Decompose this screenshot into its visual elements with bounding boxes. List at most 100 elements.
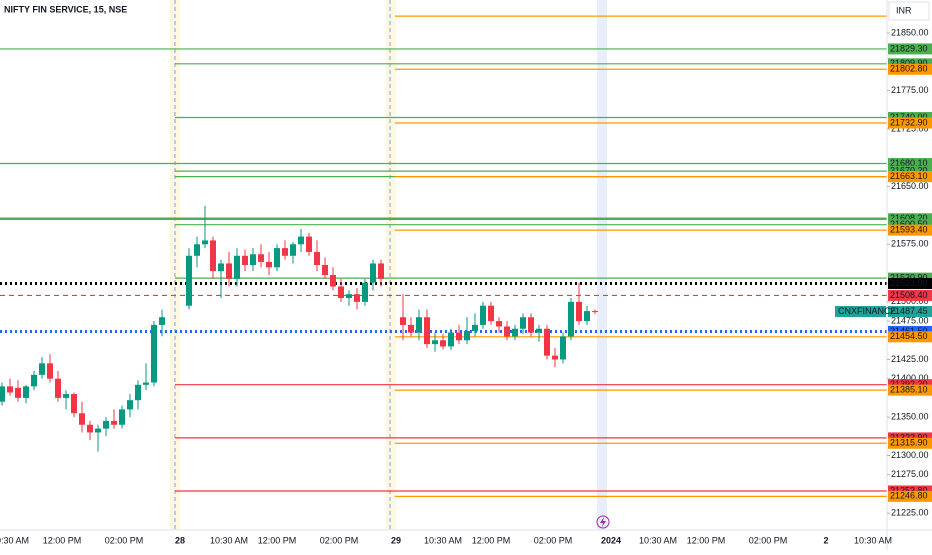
price-badge: [888, 158, 932, 170]
event-icon[interactable]: [596, 515, 610, 529]
candle-body: [584, 311, 590, 322]
candle-body: [496, 321, 502, 327]
candle-body: [536, 328, 542, 333]
y-tick-label: 21775.00: [891, 85, 929, 95]
price-badge-label: 21829.30: [890, 43, 928, 53]
candle-body: [250, 254, 256, 265]
price-badge-label: 21315.90: [890, 438, 928, 448]
x-tick-label: 02:00 PM: [105, 535, 144, 545]
price-badge: [888, 278, 932, 290]
x-tick-label: 10:30 AM: [0, 535, 29, 545]
candle-body: [282, 248, 288, 256]
candle-body: [488, 305, 494, 322]
candle-body: [338, 286, 344, 299]
session-band: [386, 0, 396, 530]
price-badge-label: 21461.50: [890, 326, 928, 336]
x-tick-label: 2024: [601, 535, 621, 545]
price-badge-label: 21392.20: [890, 379, 928, 389]
candle-body: [322, 265, 328, 275]
candle-body: [568, 301, 574, 337]
candle-body: [448, 332, 454, 347]
price-badge: [888, 171, 932, 183]
y-tick-label: 21225.00: [891, 507, 929, 517]
price-badge: [888, 306, 932, 318]
price-badge-label: 21680.10: [890, 158, 928, 168]
candle-body: [528, 317, 534, 333]
y-tick-label: 21850.00: [891, 27, 929, 37]
price-badge: [888, 490, 932, 502]
candles: [0, 205, 598, 452]
candle-body: [306, 236, 312, 252]
y-tick-label: 21475.00: [891, 315, 929, 325]
price-badge-label: 21530.90: [890, 273, 928, 283]
price-badge: [888, 117, 932, 129]
currency: INR: [896, 5, 912, 15]
candle-body: [576, 301, 582, 322]
candle-body: [314, 251, 320, 265]
price-badge-label: 21802.80: [890, 64, 928, 74]
x-axis: 10:30 AM 12:00 PM 02:00 PM 28 10:30 AM 12:00 …: [0, 535, 892, 545]
x-tick-label: 10:30 AM: [424, 535, 462, 545]
price-badge: [888, 289, 932, 301]
candle-body: [31, 374, 37, 387]
x-tick-label: 02:00 PM: [534, 535, 573, 545]
price-badge-label: 21454.50: [890, 331, 928, 341]
candle-body: [218, 263, 224, 272]
candle-body: [15, 387, 21, 398]
price-badge: [888, 224, 932, 236]
candle-body: [202, 240, 208, 245]
x-tick-label: 2: [823, 535, 828, 545]
price-badge-label: 21246.80: [890, 491, 928, 501]
price-badge-label: 21523.90: [890, 278, 928, 288]
candle-body: [258, 254, 264, 262]
candle-body: [7, 386, 13, 393]
candle-body: [520, 317, 526, 329]
candle-body: [143, 382, 149, 385]
price-badge-label: 21732.90: [890, 117, 928, 127]
price-badge-label: 21508.40: [890, 290, 928, 300]
candle-body: [424, 317, 430, 345]
candle-body: [472, 324, 478, 332]
x-tick-label: 02:00 PM: [749, 535, 788, 545]
symbol-tag: [835, 306, 886, 318]
candle-body: [354, 294, 360, 302]
price-badge: [888, 331, 932, 343]
candle-body: [290, 244, 296, 256]
candle-body: [416, 317, 422, 333]
candle-body: [103, 420, 109, 429]
candle-body: [87, 424, 93, 433]
price-badge-label: 21487.45: [890, 306, 928, 316]
candle-body: [346, 294, 352, 299]
candle-body: [512, 328, 518, 337]
y-tick-label: 21425.00: [891, 354, 929, 364]
candle-body: [135, 384, 141, 401]
session-band: [170, 0, 180, 530]
candle-body: [504, 326, 510, 337]
price-badge-label: 21322.90: [890, 432, 928, 442]
candle-body: [119, 409, 125, 425]
candle-body: [408, 324, 414, 333]
price-badge-label: 21593.40: [890, 225, 928, 235]
candle-body: [0, 386, 5, 402]
x-tick-label: 28: [175, 535, 185, 545]
price-badge-label: 21663.10: [890, 171, 928, 181]
price-badge-label: 21253.80: [890, 485, 928, 495]
candle-body: [362, 282, 368, 302]
candle-body: [552, 355, 558, 360]
candle-body: [23, 386, 29, 398]
levels: [0, 15, 887, 497]
candle-body: [39, 363, 45, 375]
price-badge: [888, 384, 932, 396]
currency-box[interactable]: [888, 1, 930, 21]
candle-body: [480, 305, 486, 325]
y-tick-label: 21575.00: [891, 239, 929, 249]
candle-body: [226, 263, 232, 279]
candle-body: [194, 244, 200, 256]
candle-body: [79, 413, 85, 425]
price-badge-label: 21740.00: [890, 112, 928, 122]
x-tick-label: 10:30 AM: [210, 535, 248, 545]
y-tick-label: 21275.00: [891, 469, 929, 479]
x-tick-label: 02:00 PM: [320, 535, 359, 545]
candle-body: [71, 394, 77, 414]
candle-body: [242, 255, 248, 265]
